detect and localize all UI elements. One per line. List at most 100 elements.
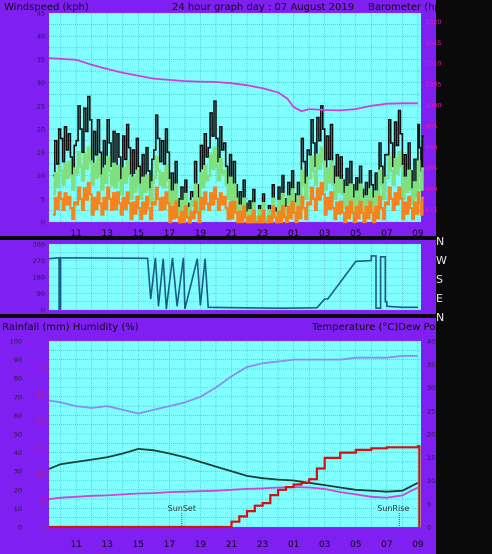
- time-tick-label: 19: [195, 229, 207, 239]
- humidity-tick-label: 90: [14, 356, 22, 364]
- windspeed-tick-label: 40: [37, 33, 45, 41]
- temperature-tick-label: 0: [427, 524, 431, 532]
- time-tick-label: 13: [102, 540, 113, 550]
- wind-low-series: [52, 181, 424, 224]
- rainfall-tick-label: 10: [37, 470, 45, 478]
- graph-title: 24 hour graph day : 07 August 2019: [172, 2, 354, 13]
- time-tick-label: 15: [133, 540, 144, 550]
- barometer-tick-label: 1010: [425, 60, 442, 68]
- humidity-tick-label: 70: [14, 393, 22, 401]
- rain-humidity-axis-title: Rainfall (mm) Humidity (%): [2, 322, 139, 333]
- direction-plot: 0 90 180 270 360: [33, 241, 421, 315]
- rainfall-tick-label: 30: [37, 364, 45, 372]
- time-tick-label: 21: [226, 229, 237, 239]
- time-tick-label: 17: [164, 229, 175, 239]
- temperature-axis-title: Temperature (°C)Dew Point (°C): [311, 322, 471, 333]
- humidity-tick-label: 80: [14, 375, 22, 383]
- windspeed-plot: 0510152025303540459759809859909951000100…: [37, 10, 442, 240]
- rainfall-tick-label: 0: [41, 524, 45, 532]
- rainfall-tick-label: 5: [41, 497, 45, 505]
- time-tick-label: 15: [133, 229, 144, 239]
- humidity-series: [48, 355, 418, 415]
- temperature-tick-label: 5: [427, 500, 431, 508]
- time-tick-label: 19: [195, 540, 207, 550]
- windspeed-tick-label: 30: [37, 79, 45, 87]
- temperature-series: [48, 447, 419, 493]
- time-tick-label: 07: [381, 540, 392, 550]
- time-tick-label: 17: [164, 540, 175, 550]
- barometer-tick-label: 1020: [425, 18, 442, 26]
- temperature-tick-label: 15: [427, 454, 435, 462]
- windspeed-tick-label: 25: [37, 102, 45, 110]
- temperature-tick-label: 35: [427, 361, 435, 369]
- direction-tick-label: 270: [33, 257, 45, 265]
- time-tick-label: 23: [257, 540, 268, 550]
- windspeed-axis-title: Windspeed (kph): [4, 2, 89, 13]
- windspeed-tick-label: 5: [41, 195, 45, 203]
- direction-label: E: [436, 292, 443, 305]
- direction-label: N: [436, 311, 444, 324]
- direction-label: N: [436, 235, 444, 248]
- time-tick-label: 03: [319, 540, 330, 550]
- temperature-tick-label: 20: [427, 431, 435, 439]
- time-tick-label: 11: [70, 229, 81, 239]
- time-tick-label: 05: [350, 229, 361, 239]
- time-tick-label: 01: [288, 540, 299, 550]
- rainfall-tick-label: 15: [37, 444, 45, 452]
- barometer-tick-label: 980: [425, 185, 437, 193]
- barometer-tick-label: 1005: [425, 81, 442, 89]
- dewpoint-series: [48, 486, 419, 500]
- direction-tick-label: 180: [33, 274, 45, 282]
- humidity-tick-label: 60: [14, 412, 22, 420]
- barometer-tick-label: 995: [425, 122, 437, 130]
- barometer-tick-label: 1015: [425, 39, 442, 47]
- rain-temperature-plot: 0102030405060708090100051015202530051015…: [10, 338, 436, 551]
- temperature-tick-label: 10: [427, 477, 435, 485]
- windspeed-tick-label: 10: [37, 172, 45, 180]
- time-tick-label: 13: [102, 229, 113, 239]
- barometer-tick-label: 985: [425, 164, 437, 172]
- rainfall-tick-label: 20: [37, 417, 45, 425]
- time-tick-label: 05: [350, 540, 361, 550]
- humidity-tick-label: 10: [14, 505, 22, 513]
- time-tick-label: 23: [257, 229, 268, 239]
- wind-direction-series: [48, 255, 418, 310]
- time-tick-label: 03: [319, 229, 330, 239]
- windspeed-tick-label: 35: [37, 56, 45, 64]
- direction-tick-label: 360: [33, 241, 45, 249]
- barometer-axis-title: Barometer (hpa): [368, 2, 451, 13]
- humidity-tick-label: 40: [14, 449, 22, 457]
- humidity-tick-label: 20: [14, 486, 22, 494]
- direction-label: S: [436, 273, 443, 286]
- humidity-tick-label: 100: [10, 338, 22, 346]
- direction-tick-label: 0: [41, 307, 45, 315]
- temperature-tick-label: 25: [427, 407, 435, 415]
- time-tick-label: 07: [381, 229, 392, 239]
- humidity-tick-label: 50: [14, 431, 22, 439]
- rainfall-tick-label: 25: [37, 391, 45, 399]
- temperature-tick-label: 40: [427, 338, 435, 346]
- barometer-tick-label: 1000: [425, 101, 442, 109]
- barometer-series: [48, 57, 418, 113]
- windspeed-tick-label: 45: [37, 10, 45, 18]
- humidity-tick-label: 30: [14, 468, 22, 476]
- direction-label: W: [436, 254, 447, 267]
- time-tick-label: 01: [288, 229, 299, 239]
- time-tick-label: 09: [412, 540, 424, 550]
- temperature-tick-label: 30: [427, 384, 435, 392]
- barometer-tick-label: 975: [425, 206, 437, 214]
- time-tick-label: 11: [70, 540, 81, 550]
- sunrise-label: SunRise: [377, 504, 409, 513]
- time-tick-label: 09: [412, 229, 424, 239]
- humidity-tick-label: 0: [18, 524, 22, 532]
- time-tick-label: 21: [226, 540, 237, 550]
- windspeed-tick-label: 20: [37, 126, 45, 134]
- direction-tick-label: 90: [37, 290, 45, 298]
- windspeed-tick-label: 0: [41, 219, 45, 227]
- windspeed-tick-label: 15: [37, 149, 45, 157]
- barometer-tick-label: 990: [425, 143, 437, 151]
- sunset-label: SunSet: [168, 504, 196, 513]
- rainfall-series: [49, 445, 421, 529]
